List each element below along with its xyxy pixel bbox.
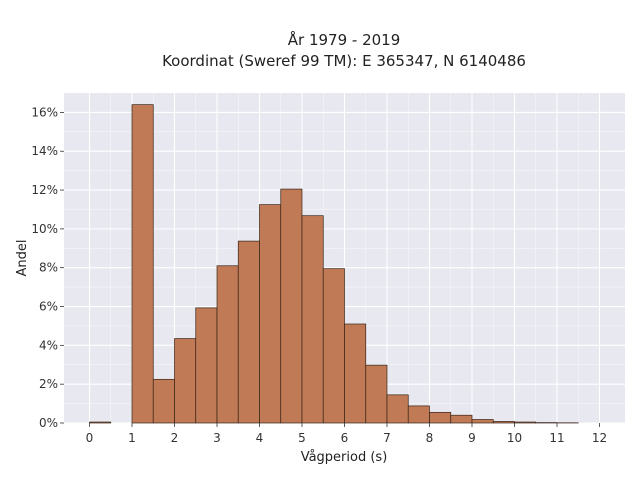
histogram-bar [322,268,345,424]
histogram-bar [89,421,112,424]
histogram-bar [344,323,367,424]
chart-title-line-1: År 1979 - 2019 [288,30,401,49]
histogram-bar [195,307,218,424]
histogram-bar [301,215,324,424]
histogram-bar [450,414,473,424]
histogram-bar [471,419,494,424]
y-tick-label: 0% [39,416,58,430]
y-tick-label: 8% [39,261,58,275]
histogram-bars [89,104,579,424]
y-axis-ticks: 0% 2% 4% 6% 8% 10% 12% 14% 16% [31,105,64,430]
histogram-bar [174,338,197,424]
x-tick-label: 7 [383,431,391,445]
x-tick-label: 11 [549,431,564,445]
y-tick-label: 16% [31,105,58,119]
y-tick-label: 12% [31,183,58,197]
histogram-bar [429,411,452,424]
histogram-bar [152,378,175,424]
histogram-bar [492,421,515,424]
histogram-bar [514,421,537,424]
x-tick-label: 5 [298,431,306,445]
x-tick-label: 10 [507,431,522,445]
y-tick-label: 14% [31,144,58,158]
y-axis-label: Andel [15,240,30,277]
histogram-bar [131,104,154,424]
histogram-bar [365,364,388,424]
histogram-bar [259,204,282,424]
x-tick-label: 4 [256,431,264,445]
x-axis-label: Vågperiod (s) [301,450,388,465]
x-tick-label: 8 [426,431,434,445]
histogram-bar [280,188,303,424]
y-tick-label: 2% [39,377,58,391]
x-axis-ticks: 0 1 2 3 4 5 6 7 8 9 10 11 12 [86,423,607,445]
x-tick-label: 1 [128,431,136,445]
histogram-bar [237,240,260,424]
histogram-bar [386,394,409,424]
x-tick-label: 3 [213,431,221,445]
x-tick-label: 6 [341,431,349,445]
chart-title-line-2: Koordinat (Sweref 99 TM): E 365347, N 61… [162,52,526,70]
x-tick-label: 12 [592,431,607,445]
histogram-bar [407,405,430,424]
x-tick-label: 9 [468,431,476,445]
y-tick-label: 6% [39,300,58,314]
y-tick-label: 4% [39,338,58,352]
x-tick-label: 0 [86,431,94,445]
y-tick-label: 10% [31,222,58,236]
x-tick-label: 2 [171,431,179,445]
histogram-bar [216,265,239,424]
